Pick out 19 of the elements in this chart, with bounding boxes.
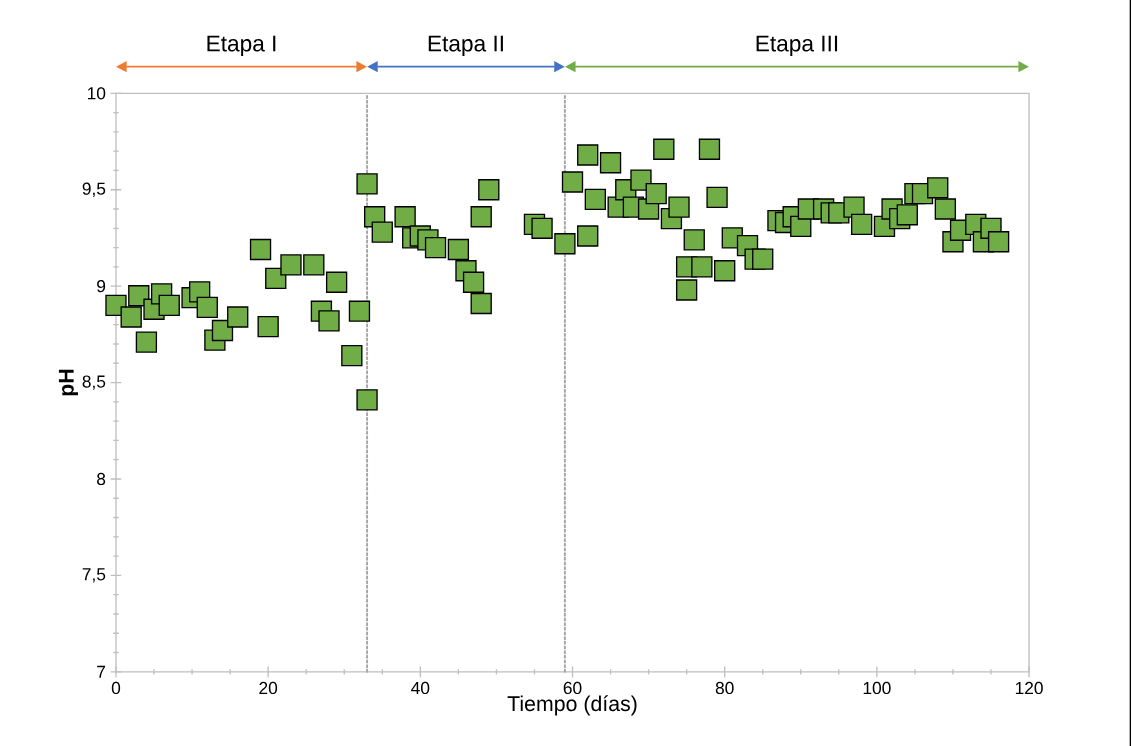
- x-tick-label: 120: [1015, 681, 1043, 694]
- x-axis-title: Tiempo (días): [507, 695, 637, 716]
- y-tick-label: 9,5: [82, 182, 106, 197]
- text: Etapa I: [207, 35, 276, 56]
- y-tick-label: 7,5: [82, 568, 106, 583]
- y-tick-label: 10: [87, 86, 106, 100]
- x-tick-label: 80: [715, 681, 734, 694]
- text: Etapa II: [428, 35, 503, 56]
- x-tick-label: 20: [259, 681, 278, 694]
- y-axis-title: pH: [58, 369, 79, 396]
- y-tick-label: 9: [97, 279, 106, 293]
- text: Etapa III: [756, 35, 838, 56]
- y-tick-label: 8,5: [82, 375, 106, 390]
- x-tick-label: 40: [411, 681, 430, 694]
- x-tick-label: 100: [863, 681, 891, 694]
- y-tick-label: 8: [97, 472, 106, 485]
- x-tick-label: 60: [563, 681, 582, 694]
- y-tick-label: 7: [97, 665, 106, 678]
- x-tick-label: 0: [111, 681, 121, 694]
